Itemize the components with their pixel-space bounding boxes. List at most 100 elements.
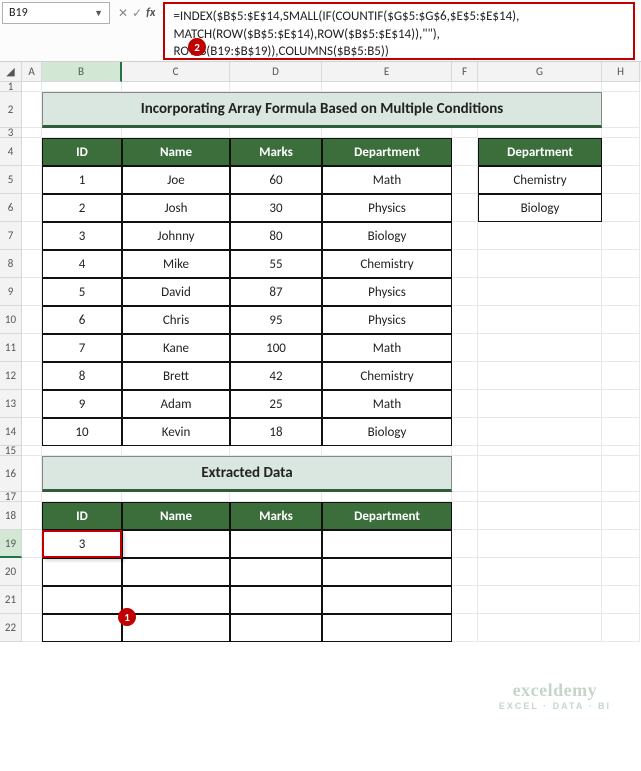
cell[interactable]: [452, 456, 478, 492]
cell[interactable]: [478, 250, 602, 278]
cell[interactable]: [22, 194, 42, 222]
cell[interactable]: [478, 502, 602, 530]
cell[interactable]: [122, 82, 230, 92]
cell[interactable]: Department: [322, 502, 452, 530]
cell[interactable]: Math: [322, 166, 452, 194]
cell[interactable]: Name: [122, 138, 230, 166]
cell[interactable]: [478, 362, 602, 390]
cell[interactable]: [452, 166, 478, 194]
cell[interactable]: ID: [42, 138, 122, 166]
cell[interactable]: [452, 530, 478, 558]
cell[interactable]: [42, 586, 122, 614]
cell[interactable]: Department: [322, 138, 452, 166]
cell[interactable]: [22, 306, 42, 334]
cell[interactable]: [478, 128, 602, 138]
cell[interactable]: Kevin: [122, 418, 230, 446]
cell[interactable]: [478, 614, 602, 642]
cell[interactable]: [122, 558, 230, 586]
cell[interactable]: [452, 334, 478, 362]
cell[interactable]: [478, 390, 602, 418]
cell[interactable]: [22, 222, 42, 250]
cell[interactable]: 25: [230, 390, 322, 418]
cell[interactable]: Josh: [122, 194, 230, 222]
cell[interactable]: [602, 502, 640, 530]
cell[interactable]: 30: [230, 194, 322, 222]
row-header[interactable]: 19: [0, 530, 22, 558]
cell[interactable]: [478, 492, 602, 502]
row-header[interactable]: 22: [0, 614, 22, 642]
cancel-icon[interactable]: ✕: [118, 6, 128, 21]
cell[interactable]: [452, 418, 478, 446]
cell[interactable]: [452, 614, 478, 642]
cell[interactable]: [42, 82, 122, 92]
cell[interactable]: [22, 250, 42, 278]
cell[interactable]: 3: [42, 530, 122, 558]
cell[interactable]: [602, 306, 640, 334]
select-all-corner[interactable]: ◢: [0, 62, 22, 82]
cell[interactable]: [452, 82, 478, 92]
cell[interactable]: [322, 558, 452, 586]
cell[interactable]: [230, 492, 322, 502]
cell[interactable]: [452, 502, 478, 530]
worksheet-body[interactable]: 12Incorporating Array Formula Based on M…: [0, 82, 641, 770]
cell[interactable]: [452, 278, 478, 306]
cell[interactable]: [602, 278, 640, 306]
cell[interactable]: 5: [42, 278, 122, 306]
cell[interactable]: Math: [322, 390, 452, 418]
cell[interactable]: David: [122, 278, 230, 306]
cell[interactable]: [478, 222, 602, 250]
row-header[interactable]: 20: [0, 558, 22, 586]
cell[interactable]: [322, 128, 452, 138]
cell[interactable]: [602, 446, 640, 456]
cell[interactable]: [602, 390, 640, 418]
cell[interactable]: [602, 362, 640, 390]
cell[interactable]: [230, 530, 322, 558]
cell[interactable]: [22, 92, 42, 128]
cell[interactable]: [602, 250, 640, 278]
cell[interactable]: Biology: [478, 194, 602, 222]
cell[interactable]: [22, 586, 42, 614]
name-box[interactable]: B19 ▼: [2, 2, 110, 24]
cell[interactable]: [452, 558, 478, 586]
cell[interactable]: [22, 390, 42, 418]
cell[interactable]: Marks: [230, 502, 322, 530]
cell[interactable]: 60: [230, 166, 322, 194]
cell[interactable]: 9: [42, 390, 122, 418]
cell[interactable]: [22, 362, 42, 390]
cell[interactable]: Incorporating Array Formula Based on Mul…: [42, 92, 602, 128]
cell[interactable]: [22, 502, 42, 530]
cell[interactable]: [122, 446, 230, 456]
col-header[interactable]: F: [452, 62, 478, 82]
accept-icon[interactable]: ✓: [132, 6, 142, 21]
cell[interactable]: [478, 334, 602, 362]
cell[interactable]: [478, 530, 602, 558]
cell[interactable]: Joe: [122, 166, 230, 194]
cell[interactable]: 1: [42, 166, 122, 194]
cell[interactable]: [452, 222, 478, 250]
cell[interactable]: [42, 558, 122, 586]
cell[interactable]: [322, 586, 452, 614]
formula-bar[interactable]: =INDEX($B$5:$E$14,SMALL(IF(COUNTIF($G$5:…: [163, 2, 635, 60]
cell[interactable]: [452, 446, 478, 456]
cell[interactable]: [452, 194, 478, 222]
cell[interactable]: [122, 492, 230, 502]
row-header[interactable]: 8: [0, 250, 22, 278]
cell[interactable]: [230, 586, 322, 614]
cell[interactable]: [22, 128, 42, 138]
chevron-down-icon[interactable]: ▼: [94, 8, 103, 19]
cell[interactable]: [478, 586, 602, 614]
cell[interactable]: [122, 586, 230, 614]
cell[interactable]: [22, 278, 42, 306]
row-header[interactable]: 2: [0, 92, 22, 128]
col-header[interactable]: G: [478, 62, 602, 82]
row-header[interactable]: 1: [0, 82, 22, 92]
cell[interactable]: [322, 614, 452, 642]
cell[interactable]: [22, 614, 42, 642]
cell[interactable]: [478, 446, 602, 456]
cell[interactable]: Math: [322, 334, 452, 362]
cell[interactable]: [478, 456, 602, 492]
cell[interactable]: [602, 222, 640, 250]
cell[interactable]: [42, 492, 122, 502]
row-header[interactable]: 14: [0, 418, 22, 446]
cell[interactable]: 2: [42, 194, 122, 222]
